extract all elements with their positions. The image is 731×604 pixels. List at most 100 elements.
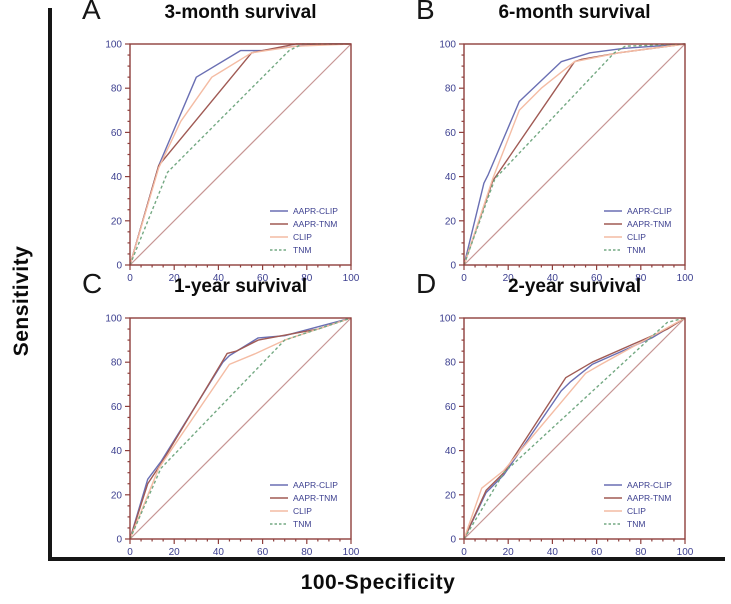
reference-line xyxy=(129,43,352,266)
svg-text:100: 100 xyxy=(343,547,360,558)
svg-text:60: 60 xyxy=(111,402,123,413)
roc-series xyxy=(463,43,686,266)
axis-ticks xyxy=(459,43,686,270)
svg-text:0: 0 xyxy=(116,535,122,546)
svg-text:0: 0 xyxy=(461,273,467,284)
chart-svg: 0 20 40 60 80 100 0 20 40 60 80 100 AAPR-CLIP AAPR-TN… xyxy=(439,314,693,559)
svg-text:0: 0 xyxy=(450,261,456,272)
svg-text:60: 60 xyxy=(591,273,603,284)
panel-letter-b: B xyxy=(416,0,435,25)
svg-text:20: 20 xyxy=(111,216,123,227)
series-TNM xyxy=(463,43,686,266)
svg-text:20: 20 xyxy=(445,216,457,227)
chart-svg: 0 20 40 60 80 100 0 20 40 60 80 100 AAPR-CLIP AAPR-TN… xyxy=(105,314,359,559)
svg-text:40: 40 xyxy=(111,172,123,183)
svg-text:0: 0 xyxy=(127,547,133,558)
panel-title-d: 2-year survival xyxy=(507,276,642,297)
svg-text:100: 100 xyxy=(677,273,694,284)
legend-label-AAPR-CLIP: AAPR-CLIP xyxy=(627,480,672,490)
series-AAPR-TNM xyxy=(129,317,352,540)
axis-frame xyxy=(48,8,725,561)
legend-label-CLIP: CLIP xyxy=(293,232,312,242)
svg-text:20: 20 xyxy=(111,490,123,501)
legend-label-AAPR-CLIP: AAPR-CLIP xyxy=(627,206,672,216)
axis-ticks xyxy=(125,43,352,270)
svg-text:80: 80 xyxy=(445,84,457,95)
series-AAPR-CLIP xyxy=(129,317,352,540)
svg-text:60: 60 xyxy=(257,273,269,284)
y-axis-label: Sensitivity xyxy=(10,245,33,357)
legend-label-TNM: TNM xyxy=(627,519,645,529)
legend-label-CLIP: CLIP xyxy=(627,232,646,242)
panel-title-c: 1-year survival xyxy=(173,276,308,297)
legend: AAPR-CLIP AAPR-TNM CLIP TNM xyxy=(604,480,672,529)
chart-svg: 0 20 40 60 80 100 0 20 40 60 80 100 AAPR-CLIP AAPR-TN… xyxy=(105,40,359,285)
svg-text:100: 100 xyxy=(105,314,122,325)
series-AAPR-TNM xyxy=(463,317,686,540)
svg-text:80: 80 xyxy=(445,358,457,369)
svg-text:80: 80 xyxy=(111,358,123,369)
axis-ticks xyxy=(125,317,352,544)
tick-labels: 0 20 40 60 80 100 0 20 40 60 80 100 xyxy=(105,314,359,559)
svg-text:0: 0 xyxy=(127,273,133,284)
svg-text:20: 20 xyxy=(169,547,181,558)
legend-label-CLIP: CLIP xyxy=(627,506,646,516)
series-CLIP xyxy=(463,43,686,266)
panel-b: B 6-month survival 0 20 40 60 80 100 0 20 40 60 80… xyxy=(392,0,725,284)
roc-series xyxy=(129,317,352,540)
svg-text:20: 20 xyxy=(169,273,181,284)
svg-text:100: 100 xyxy=(343,273,360,284)
svg-text:80: 80 xyxy=(301,273,313,284)
legend: AAPR-CLIP AAPR-TNM CLIP TNM xyxy=(270,480,338,529)
panel-letter-c: C xyxy=(82,268,103,299)
series-CLIP xyxy=(129,317,352,540)
legend-label-AAPR-TNM: AAPR-TNM xyxy=(293,219,337,229)
svg-text:40: 40 xyxy=(213,547,225,558)
svg-text:0: 0 xyxy=(450,535,456,546)
legend-label-AAPR-CLIP: AAPR-CLIP xyxy=(293,480,338,490)
svg-text:60: 60 xyxy=(111,128,123,139)
svg-text:100: 100 xyxy=(439,314,456,325)
series-CLIP xyxy=(129,43,352,266)
svg-text:20: 20 xyxy=(503,547,515,558)
chart-svg: 0 20 40 60 80 100 0 20 40 60 80 100 AAPR-CLIP AAPR-TN… xyxy=(439,40,693,285)
legend-label-AAPR-TNM: AAPR-TNM xyxy=(627,493,671,503)
legend-label-TNM: TNM xyxy=(627,245,645,255)
tick-labels: 0 20 40 60 80 100 0 20 40 60 80 100 xyxy=(439,314,693,559)
legend-label-CLIP: CLIP xyxy=(293,506,312,516)
svg-text:40: 40 xyxy=(445,446,457,457)
reference-line xyxy=(463,43,686,266)
legend: AAPR-CLIP AAPR-TNM CLIP TNM xyxy=(604,206,672,255)
series-AAPR-CLIP xyxy=(463,43,686,266)
x-axis-label: 100-Specificity xyxy=(300,571,456,594)
series-CLIP xyxy=(463,317,686,540)
legend: AAPR-CLIP AAPR-TNM CLIP TNM xyxy=(270,206,338,255)
svg-text:0: 0 xyxy=(116,261,122,272)
reference-line xyxy=(129,317,352,540)
svg-text:100: 100 xyxy=(105,40,122,51)
legend-label-AAPR-CLIP: AAPR-CLIP xyxy=(293,206,338,216)
axis-ticks xyxy=(459,317,686,544)
svg-text:80: 80 xyxy=(635,547,647,558)
svg-text:0: 0 xyxy=(461,547,467,558)
panel-letter-d: D xyxy=(416,268,437,299)
svg-text:60: 60 xyxy=(591,547,603,558)
svg-text:40: 40 xyxy=(547,273,559,284)
svg-text:40: 40 xyxy=(213,273,225,284)
svg-text:20: 20 xyxy=(503,273,515,284)
panel-title-b: 6-month survival xyxy=(498,2,651,23)
tick-labels: 0 20 40 60 80 100 0 20 40 60 80 100 xyxy=(105,40,359,285)
svg-text:60: 60 xyxy=(445,128,457,139)
legend-label-AAPR-TNM: AAPR-TNM xyxy=(627,219,671,229)
legend-label-TNM: TNM xyxy=(293,245,311,255)
svg-text:20: 20 xyxy=(445,490,457,501)
svg-text:60: 60 xyxy=(445,402,457,413)
panel-a: A 3-month survival 0 20 40 60 80 100 0 20 40 60 80… xyxy=(58,0,391,284)
legend-label-TNM: TNM xyxy=(293,519,311,529)
tick-labels: 0 20 40 60 80 100 0 20 40 60 80 100 xyxy=(439,40,693,285)
panel-d: D 2-year survival 0 20 40 60 80 100 0 20 40 60 80 1… xyxy=(392,268,725,558)
svg-text:40: 40 xyxy=(547,547,559,558)
svg-text:60: 60 xyxy=(257,547,269,558)
svg-text:80: 80 xyxy=(635,273,647,284)
